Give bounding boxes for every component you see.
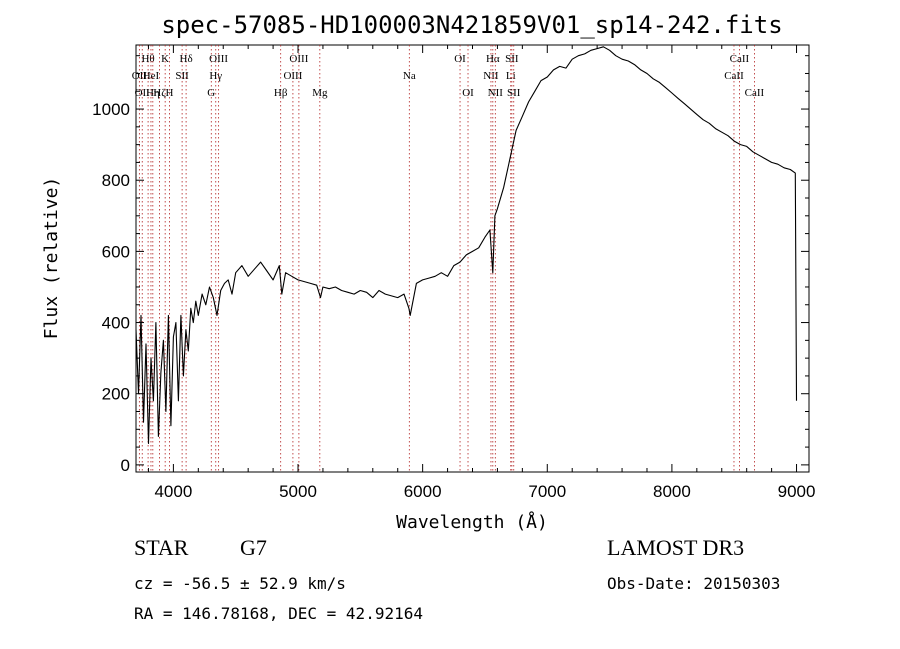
spectral-line-label: Li [506,70,516,82]
spectral-line-label: CaII [730,53,750,65]
x-tick-label: 7000 [528,482,566,501]
spectral-line-label: OI [454,53,466,65]
spectral-line-label: Hβ [274,87,288,99]
spectral-line-label: Hγ [209,70,222,82]
plot-frame [135,44,810,473]
x-axis-label: Wavelength (Å) [396,511,548,533]
spectral-line-label: OII [135,87,151,99]
x-tick-label: 8000 [653,482,691,501]
spectral-line-label: SII [507,87,521,99]
spectral-line-label: OII [132,70,148,82]
spectral-line-label: OIII [289,53,308,65]
spectral-line-label: CaII [745,87,765,99]
x-tick-label: 5000 [279,482,317,501]
spectral-line-label: Hζ [153,87,166,99]
redshift-info: cz = -56.5 ± 52.9 km/s [134,574,346,593]
spectral-line-label: Hη [146,87,160,99]
spectral-line-label: Na [403,70,416,82]
object-type: STAR [134,535,189,560]
spectral-line-label: SII [505,53,519,65]
y-tick-label: 400 [102,314,130,333]
x-tick-label: 6000 [404,482,442,501]
y-tick-label: 200 [102,385,130,404]
y-tick-label: 0 [121,456,130,475]
survey-name: LAMOST DR3 [607,535,745,560]
spectral-line-label: OIII [209,53,228,65]
spectral-line-label: OIII [283,70,302,82]
spectrum-series-flux [135,46,798,445]
spectral-line-label: SII [175,70,189,82]
spectral-line-label: H [166,87,174,99]
spectral-line-label: G [207,87,215,99]
observation-date: Obs-Date: 20150303 [607,574,781,593]
spectral-line-label: Hδ [180,53,193,65]
x-tick-label: 4000 [154,482,192,501]
spectral-line-label: Mg [312,87,328,99]
x-tick-label: 9000 [778,482,816,501]
spectral-line-label: NII [483,70,499,82]
spectral-line-label: OI [462,87,474,99]
coordinates: RA = 146.78168, DEC = 42.92164 [134,604,423,623]
spectral-line-label: NII [488,87,504,99]
y-tick-label: 600 [102,242,130,261]
spectral-line-label: K [161,53,169,65]
chart-title: spec-57085-HD100003N421859V01_sp14-242.f… [161,11,782,39]
y-tick-label: 800 [102,171,130,190]
spectral-subclass: G7 [240,535,267,560]
spectral-line-label: Hα [486,53,500,65]
spectral-line-label: HeI [143,70,160,82]
y-tick-label: 1000 [92,100,130,119]
spectral-line-label: CaII [724,70,744,82]
spectral-line-label: Hθ [141,53,154,65]
y-axis-label: Flux (relative) [41,177,62,340]
